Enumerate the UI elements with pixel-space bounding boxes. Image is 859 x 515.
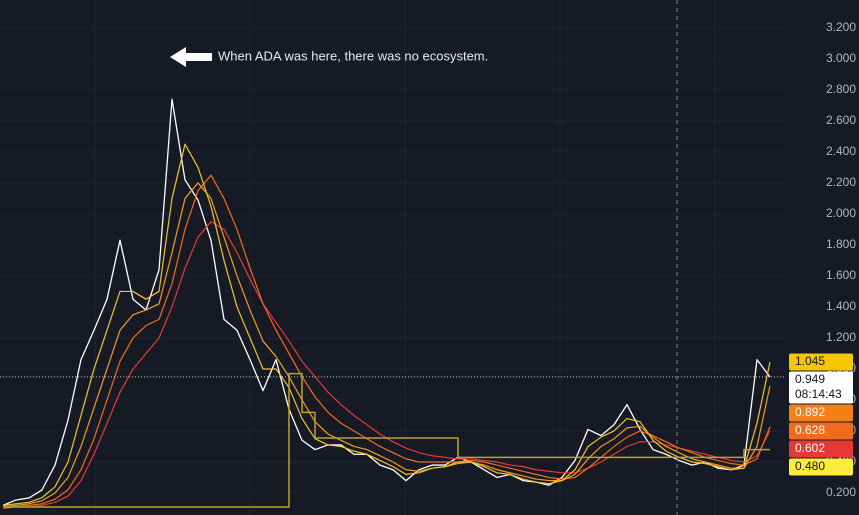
y-tick-label: 1.400 — [826, 299, 856, 313]
y-tick-label: 1.200 — [826, 330, 856, 344]
y-tick-label: 3.400 — [826, 0, 856, 3]
price-label-text: 0.628 — [795, 423, 825, 437]
y-tick-label: 2.000 — [826, 206, 856, 220]
y-tick-label: 0.200 — [826, 485, 856, 499]
price-label-box — [789, 458, 853, 476]
price-label-text: 0.602 — [795, 441, 825, 455]
y-tick-label: 1.600 — [826, 268, 856, 282]
price-label-box — [789, 404, 853, 422]
y-tick-label: 2.400 — [826, 144, 856, 158]
y-tick-label: 3.000 — [826, 51, 856, 65]
price-label-text: 0.480 — [795, 459, 825, 473]
price-line — [2, 98, 771, 506]
annotation-arrow — [170, 47, 212, 67]
price-line — [3, 174, 771, 508]
annotation-text: When ADA was here, there was no ecosyste… — [218, 48, 488, 63]
price-label-box — [789, 353, 853, 371]
y-tick-label: 2.800 — [826, 82, 856, 96]
vertical-grid — [94, 0, 716, 515]
price-label-text: 1.045 — [795, 354, 825, 368]
plot — [0, 98, 786, 510]
price-label-text: 0.949 — [795, 372, 825, 386]
price-line — [2, 143, 771, 506]
price-label-text: 0.892 — [795, 405, 825, 419]
countdown-text: 08:14:43 — [795, 387, 842, 401]
y-tick-label: 2.200 — [826, 175, 856, 189]
price-label-box — [789, 371, 853, 404]
step-line — [3, 372, 770, 508]
price-line — [2, 182, 771, 508]
annotation: When ADA was here, there was no ecosyste… — [170, 47, 488, 67]
grid — [0, 27, 786, 494]
y-tick-label: 1.800 — [826, 237, 856, 251]
price-label-box — [789, 422, 853, 440]
y-tick-label: 3.200 — [826, 20, 856, 34]
y-tick-label: 2.600 — [826, 113, 856, 127]
price-label-box — [789, 440, 853, 458]
